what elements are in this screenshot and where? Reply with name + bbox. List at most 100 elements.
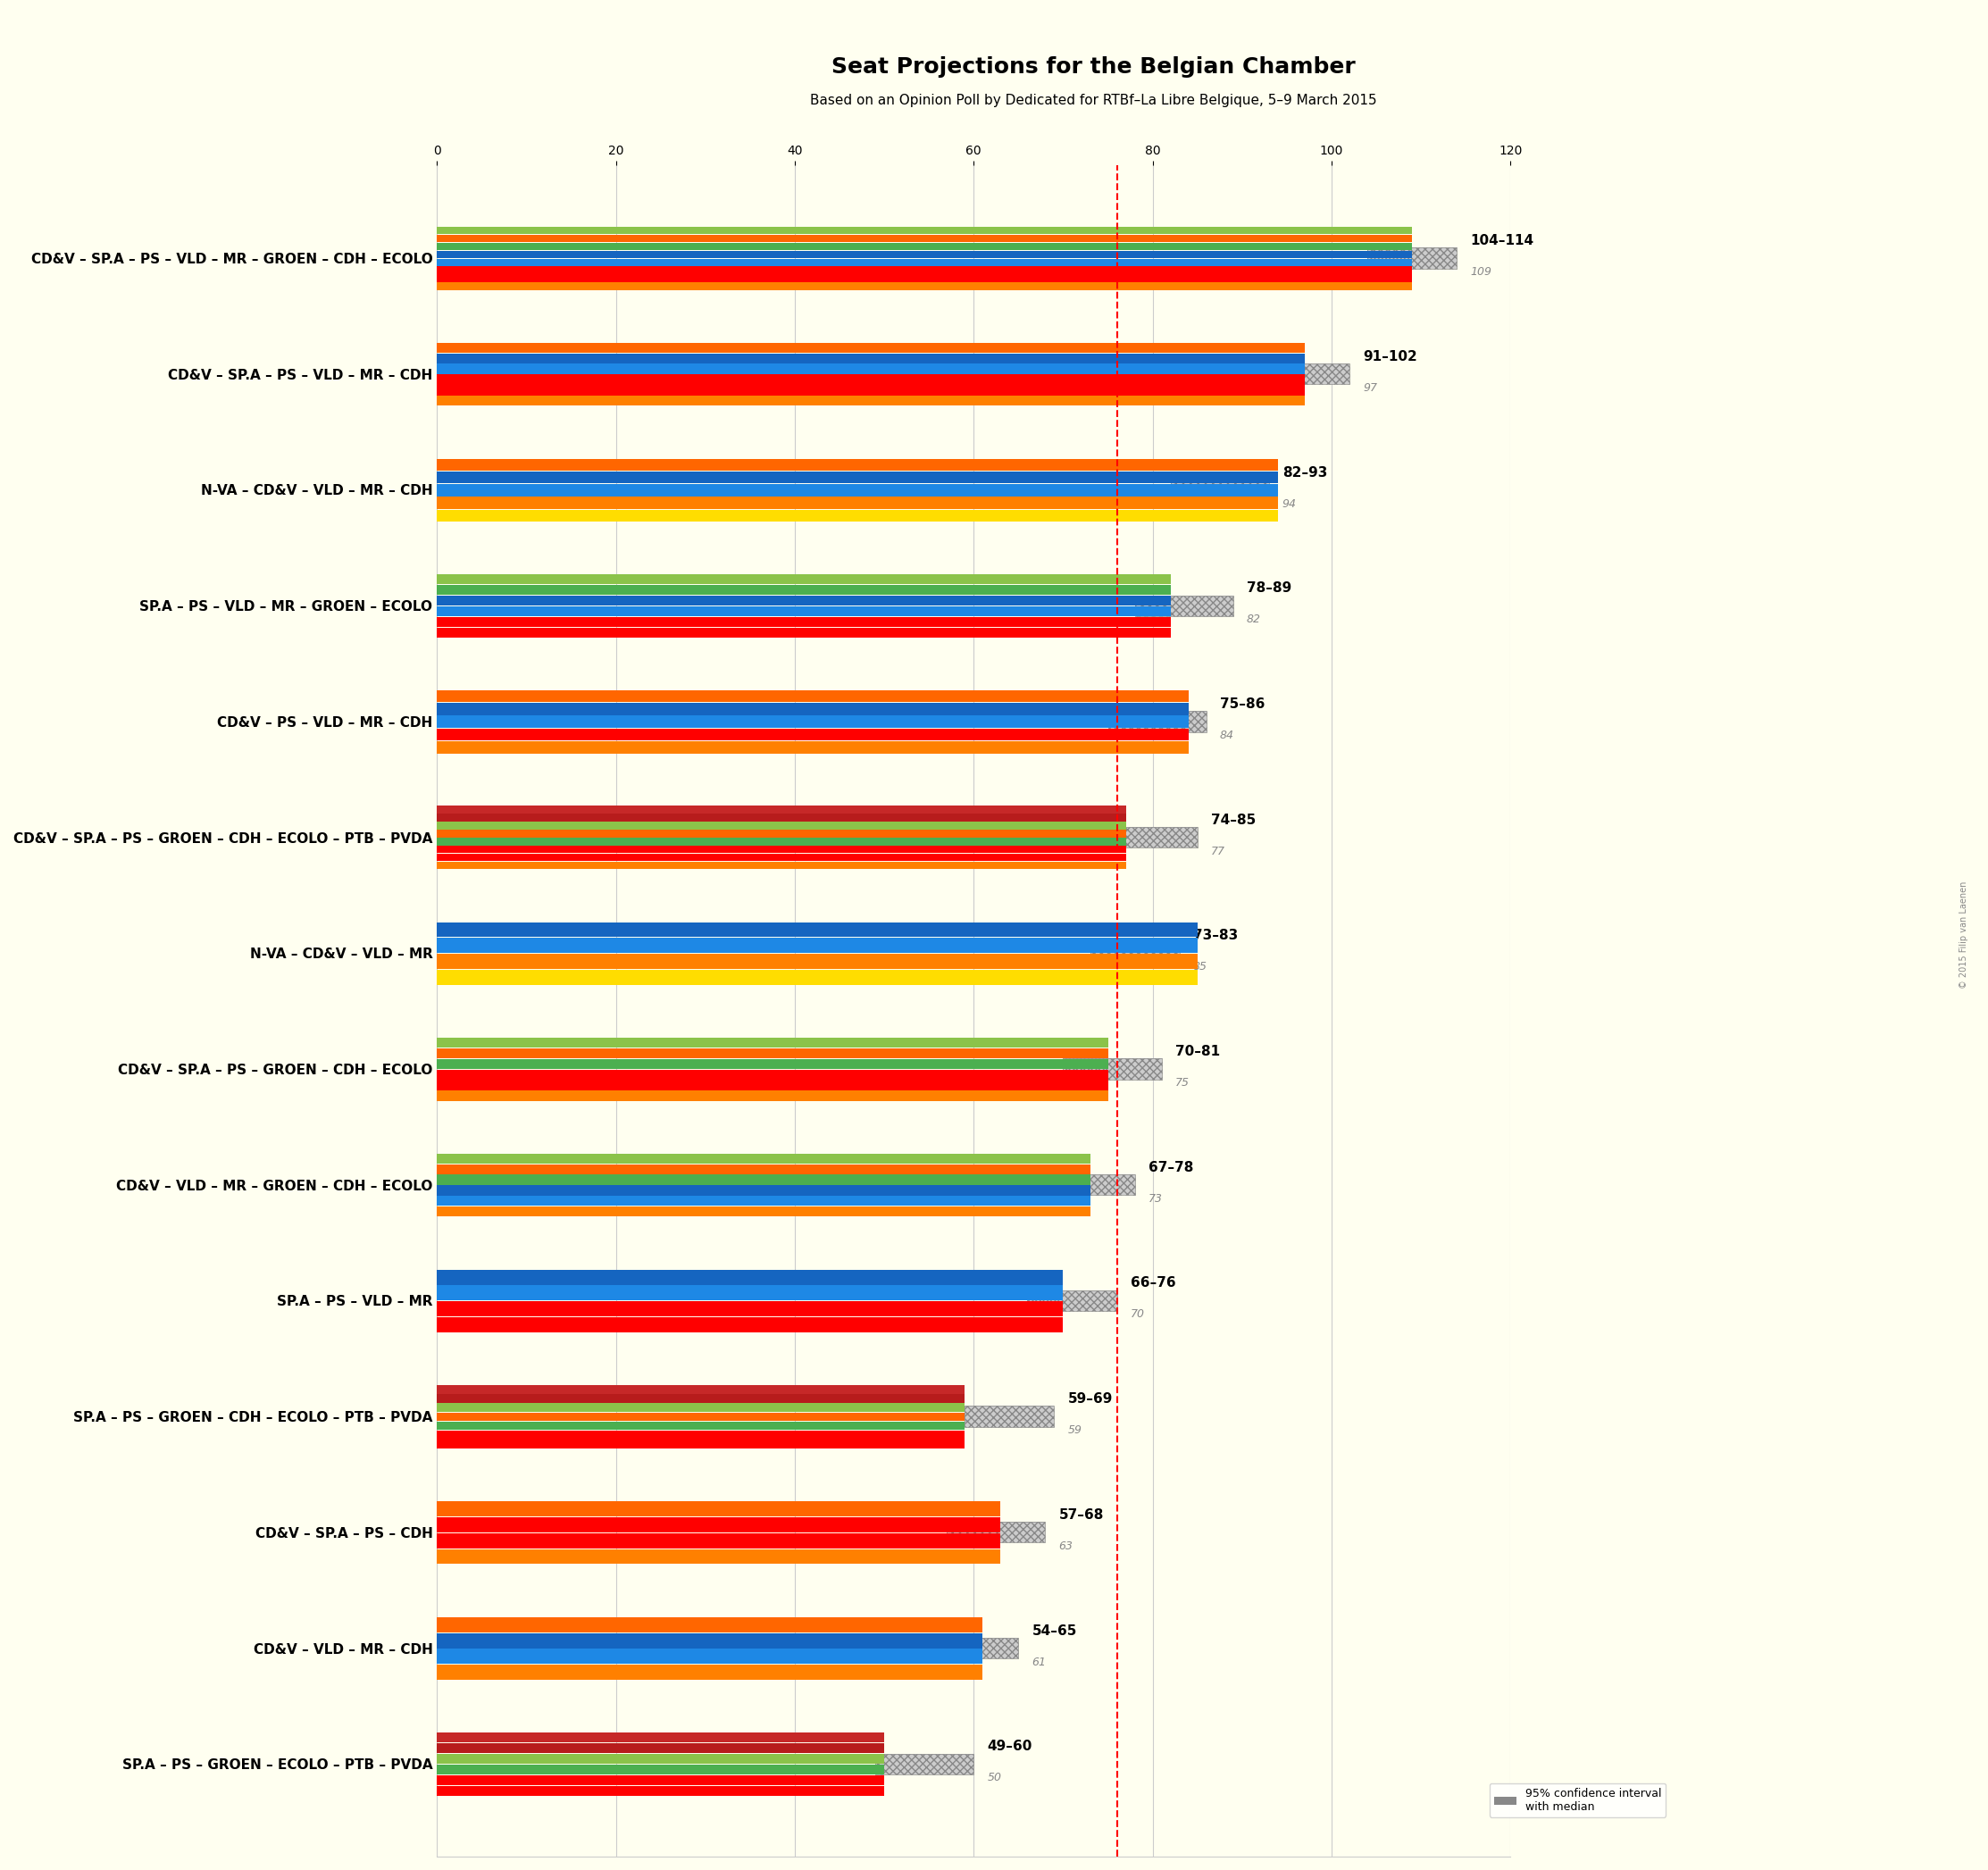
Bar [946,1522,1046,1543]
Bar [437,585,491,595]
Text: 75: 75 [1175,1077,1189,1088]
Bar [920,1638,1018,1659]
Bar [1099,827,1197,847]
Bar [437,628,1171,638]
Bar [437,855,551,862]
Bar [437,597,616,606]
Text: 109: 109 [1471,266,1491,279]
Text: 61: 61 [1032,1657,1046,1668]
Bar [437,1197,1089,1206]
Bar [437,845,638,853]
Bar [437,374,1304,385]
Bar [437,1412,964,1421]
Bar [437,511,732,522]
Bar [437,823,489,828]
Bar [437,971,732,985]
Text: 82–93: 82–93 [1282,466,1328,479]
Bar [437,1775,634,1786]
Bar [437,374,642,385]
Bar [437,458,1278,471]
Bar [437,1412,515,1421]
Bar [437,845,1125,853]
Bar [437,1270,616,1285]
Bar [437,1081,553,1090]
Bar [437,1154,491,1163]
Bar [437,1090,1107,1101]
Bar [437,1038,1107,1047]
Bar [437,1302,1064,1316]
Bar [437,1174,1089,1186]
Bar [437,1081,1107,1090]
Bar [437,922,616,937]
Bar [1089,942,1179,963]
Text: 70: 70 [1131,1309,1145,1320]
Bar [437,830,1125,838]
Bar [437,1404,489,1412]
Bar [437,606,563,617]
Bar [964,1406,1054,1427]
Bar [437,1197,563,1206]
Bar [437,1754,489,1763]
Text: 66–76: 66–76 [1131,1277,1175,1290]
Text: 97: 97 [1364,381,1378,395]
Bar [437,1165,517,1174]
Bar [437,497,1278,509]
Text: 84: 84 [1221,729,1235,741]
Bar [437,365,563,374]
Bar [437,267,642,275]
Bar [437,1743,453,1754]
Bar [1036,1174,1135,1195]
Bar [437,267,1411,275]
Bar [1028,1290,1117,1311]
Bar [437,342,1304,353]
Bar [437,1502,1000,1517]
Bar [1089,942,1179,963]
Bar [437,1402,964,1412]
Text: 85: 85 [1193,961,1207,972]
Bar [437,1431,964,1440]
Bar [1107,711,1207,731]
Text: 78–89: 78–89 [1246,582,1292,595]
Bar [437,385,553,395]
Bar [437,1765,885,1775]
Bar [437,1733,453,1743]
Bar [437,236,517,243]
Bar [437,1395,453,1402]
Bar [437,1518,642,1532]
Bar [437,716,1189,727]
Bar [437,1786,549,1795]
Bar [437,821,1125,828]
Bar [1171,479,1268,501]
Bar [437,497,598,509]
Text: 50: 50 [988,1773,1002,1784]
Bar [437,606,1171,617]
Bar [437,353,1304,363]
Bar [437,1765,489,1775]
Bar [1107,711,1207,731]
Bar [437,617,642,626]
Text: 49–60: 49–60 [988,1739,1032,1754]
Bar [437,716,563,727]
Bar [437,275,553,282]
Bar [920,1638,1018,1659]
Text: 59–69: 59–69 [1068,1393,1113,1406]
Bar [437,471,1278,484]
Text: Based on an Opinion Poll by Dedicated for RTBf–La Libre Belgique, 5–9 March 2015: Based on an Opinion Poll by Dedicated fo… [809,94,1378,107]
Bar [437,243,491,251]
Bar [437,806,455,813]
Text: 57–68: 57–68 [1060,1509,1103,1522]
Text: 59: 59 [1068,1425,1081,1436]
Bar [1028,1290,1117,1311]
Text: 73–83: 73–83 [1193,929,1239,942]
Bar [437,703,1189,714]
Bar [1368,247,1457,269]
Bar [437,1533,1000,1548]
Bar [437,1070,1107,1079]
Bar [437,1431,636,1440]
Bar [437,1517,1000,1532]
Bar [437,243,1411,251]
Bar [437,234,1411,243]
Bar [437,1649,982,1664]
Bar [437,971,1197,985]
Bar [437,226,1411,234]
